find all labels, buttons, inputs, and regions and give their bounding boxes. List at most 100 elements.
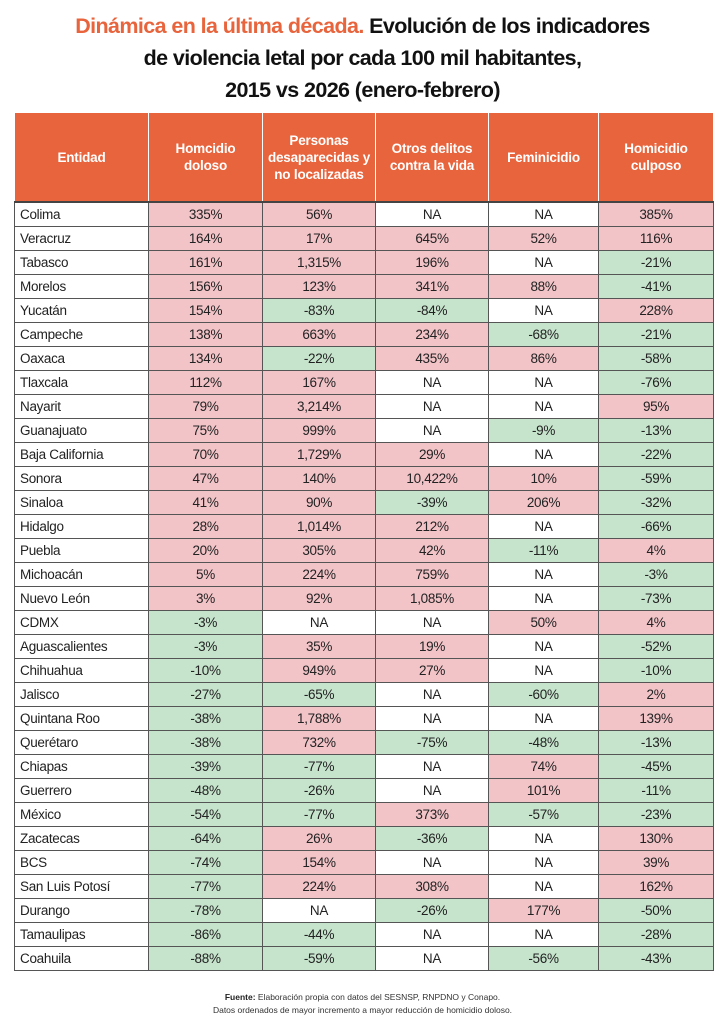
value-cell: 41% (148, 490, 263, 515)
value-cell: NA (488, 394, 599, 419)
value-cell: -77% (262, 802, 376, 827)
value-cell: 206% (488, 490, 599, 515)
value-cell: NA (375, 922, 489, 947)
value-cell: -38% (148, 730, 263, 755)
value-cell: 1,315% (262, 250, 376, 275)
value-cell: -54% (148, 802, 263, 827)
value-cell: -44% (262, 922, 376, 947)
value-cell: NA (262, 610, 376, 635)
table-row: Morelos 156% 123% 341% 88% -41% (14, 274, 714, 299)
entity-cell: Coahuila (14, 946, 149, 971)
value-cell: 1,014% (262, 514, 376, 539)
value-cell: 234% (375, 322, 489, 347)
entity-cell: CDMX (14, 610, 149, 635)
column-header: Personas desaparecidas y no localizadas (262, 112, 376, 203)
value-cell: NA (488, 370, 599, 395)
value-cell: -43% (598, 946, 714, 971)
value-cell: 3% (148, 586, 263, 611)
entity-cell: Yucatán (14, 298, 149, 323)
entity-cell: Chiapas (14, 754, 149, 779)
value-cell: -73% (598, 586, 714, 611)
entity-cell: Morelos (14, 274, 149, 299)
table-row: Guerrero -48% -26% NA 101% -11% (14, 778, 714, 803)
title-line1: Evolución de los indicadores (363, 14, 650, 38)
table-row: México -54% -77% 373% -57% -23% (14, 802, 714, 827)
table-row: Yucatán 154% -83% -84% NA 228% (14, 298, 714, 323)
entity-cell: Veracruz (14, 226, 149, 251)
value-cell: -3% (148, 634, 263, 659)
value-cell: NA (488, 850, 599, 875)
column-header: Homcidio doloso (148, 112, 263, 203)
entity-cell: Tabasco (14, 250, 149, 275)
value-cell: 19% (375, 634, 489, 659)
table-row: Campeche 138% 663% 234% -68% -21% (14, 322, 714, 347)
value-cell: -21% (598, 250, 714, 275)
value-cell: -23% (598, 802, 714, 827)
value-cell: -32% (598, 490, 714, 515)
value-cell: 134% (148, 346, 263, 371)
table-row: Veracruz 164% 17% 645% 52% 116% (14, 226, 714, 251)
value-cell: 2% (598, 682, 714, 707)
value-cell: NA (375, 418, 489, 443)
value-cell: NA (488, 586, 599, 611)
value-cell: NA (375, 370, 489, 395)
value-cell: -74% (148, 850, 263, 875)
value-cell: -48% (488, 730, 599, 755)
value-cell: 732% (262, 730, 376, 755)
value-cell: 88% (488, 274, 599, 299)
value-cell: -86% (148, 922, 263, 947)
value-cell: 10,422% (375, 466, 489, 491)
value-cell: 156% (148, 274, 263, 299)
value-cell: 74% (488, 754, 599, 779)
value-cell: 123% (262, 274, 376, 299)
value-cell: 4% (598, 538, 714, 563)
indicators-table: Entidad Homcidio doloso Personas desaparec… (14, 112, 714, 971)
value-cell: NA (375, 706, 489, 731)
value-cell: NA (375, 201, 489, 227)
value-cell: -76% (598, 370, 714, 395)
title-line3: 2015 vs 2026 (enero-febrero) (225, 78, 500, 102)
value-cell: 305% (262, 538, 376, 563)
value-cell: NA (488, 442, 599, 467)
value-cell: 92% (262, 586, 376, 611)
value-cell: NA (488, 826, 599, 851)
value-cell: -13% (598, 418, 714, 443)
value-cell: -22% (598, 442, 714, 467)
value-cell: 999% (262, 418, 376, 443)
value-cell: 116% (598, 226, 714, 251)
footer-label: Fuente: (224, 992, 256, 1002)
table-row: CDMX -3% NA NA 50% 4% (14, 610, 714, 635)
entity-cell: BCS (14, 850, 149, 875)
value-cell: 42% (375, 538, 489, 563)
value-cell: -88% (148, 946, 263, 971)
title-line2: de violencia letal por cada 100 mil habi… (143, 46, 582, 70)
table-row: Puebla 20% 305% 42% -11% 4% (14, 538, 714, 563)
table-row: Sinaloa 41% 90% -39% 206% -32% (14, 490, 714, 515)
value-cell: NA (488, 922, 599, 947)
value-cell: NA (488, 706, 599, 731)
value-cell: 75% (148, 418, 263, 443)
value-cell: -52% (598, 634, 714, 659)
column-header: Otros delitos contra la vida (375, 112, 489, 203)
entity-cell: Durango (14, 898, 149, 923)
value-cell: -38% (148, 706, 263, 731)
table-row: Chihuahua -10% 949% 27% NA -10% (14, 658, 714, 683)
column-header: Homicidio culposo (598, 112, 714, 203)
value-cell: 645% (375, 226, 489, 251)
value-cell: 56% (262, 201, 376, 227)
column-header: Entidad (14, 112, 149, 203)
value-cell: 39% (598, 850, 714, 875)
entity-cell: Guanajuato (14, 418, 149, 443)
value-cell: -11% (488, 538, 599, 563)
value-cell: 154% (148, 298, 263, 323)
value-cell: NA (488, 658, 599, 683)
value-cell: 130% (598, 826, 714, 851)
table-row: Tamaulipas -86% -44% NA NA -28% (14, 922, 714, 947)
value-cell: 949% (262, 658, 376, 683)
value-cell: 224% (262, 562, 376, 587)
value-cell: 164% (148, 226, 263, 251)
value-cell: -13% (598, 730, 714, 755)
value-cell: 1,085% (375, 586, 489, 611)
table-row: Guanajuato 75% 999% NA -9% -13% (14, 418, 714, 443)
entity-cell: Oaxaca (14, 346, 149, 371)
